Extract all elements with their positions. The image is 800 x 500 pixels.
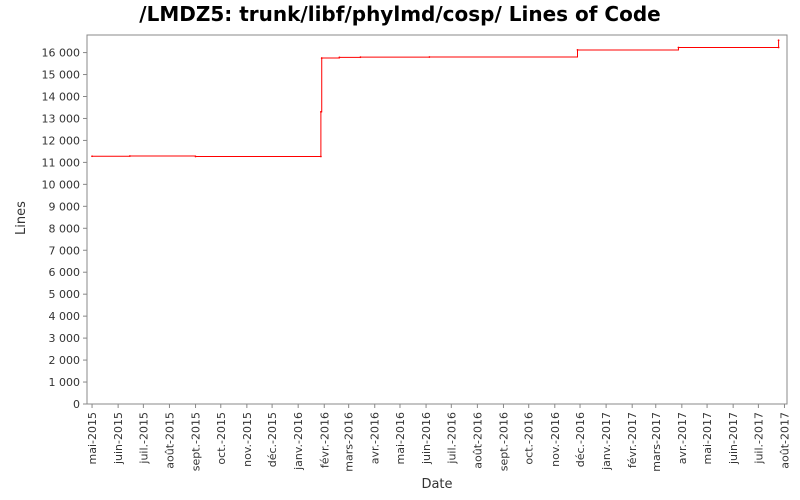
series-layer (91, 39, 780, 158)
data-point (576, 49, 579, 51)
data-point (677, 46, 680, 49)
y-tick-label: 8 000 (49, 222, 81, 235)
y-tick-label: 11 000 (42, 156, 81, 169)
y-tick-label: 3 000 (49, 332, 81, 345)
x-tick-label: août-2017 (778, 412, 791, 469)
x-axis: mai-2015 juin-2015 juil.-2015 août-2015 sept… (86, 404, 791, 472)
data-point (777, 39, 780, 42)
x-tick-label: avr.-2017 (676, 412, 689, 464)
x-tick-label: juil.-2016 (445, 412, 458, 465)
x-tick-label: déc.-2016 (574, 412, 587, 467)
data-point (359, 56, 362, 59)
x-tick-label: avr.-2016 (369, 412, 382, 464)
data-point (91, 155, 93, 158)
data-point (320, 57, 323, 59)
x-tick-label: juin-2017 (727, 412, 740, 465)
y-tick-label: 13 000 (42, 112, 81, 125)
x-tick-label: juin-2016 (420, 412, 433, 465)
data-point (338, 56, 341, 59)
x-tick-label: déc.-2015 (266, 412, 279, 467)
x-tick-label: août-2016 (471, 412, 484, 469)
x-tick-label: nov.-2015 (241, 412, 254, 467)
data-point (319, 110, 322, 113)
y-tick-label: 16 000 (42, 47, 81, 60)
x-tick-label: juil.-2015 (137, 412, 150, 465)
x-tick-label: mars-2017 (650, 412, 663, 472)
x-tick-label: nov.-2016 (549, 412, 562, 467)
x-tick-label: oct.-2016 (523, 412, 536, 465)
y-tick-label: 14 000 (42, 91, 81, 104)
x-tick-label: juil.-2017 (752, 412, 765, 465)
data-point (194, 155, 197, 158)
plot-area (86, 34, 788, 405)
x-tick-label: févr.-2016 (318, 412, 331, 468)
x-tick-label: août-2015 (163, 412, 176, 469)
x-tick-label: mai-2016 (394, 412, 407, 464)
y-tick-label: 7 000 (49, 244, 81, 257)
x-tick-label: mai-2017 (701, 412, 714, 464)
y-tick-label: 9 000 (49, 200, 81, 213)
y-tick-label: 4 000 (49, 310, 81, 323)
x-tick-label: janv.-2017 (600, 412, 613, 471)
y-tick-label: 6 000 (49, 266, 81, 279)
y-tick-label: 15 000 (42, 69, 81, 82)
x-tick-label: mai-2015 (86, 412, 99, 464)
y-tick-label: 12 000 (42, 134, 81, 147)
y-tick-label: 10 000 (42, 178, 81, 191)
chart-title: /LMDZ5: trunk/libf/phylmd/cosp/ Lines of… (139, 2, 661, 26)
y-axis-title: Lines (14, 201, 29, 235)
data-point (129, 155, 131, 157)
x-tick-label: sept.-2016 (497, 412, 510, 471)
x-tick-label: févr.-2017 (626, 412, 639, 468)
x-tick-label: juin-2015 (112, 412, 125, 465)
data-point (319, 155, 322, 158)
x-tick-label: sept.-2015 (190, 412, 203, 471)
y-tick-label: 2 000 (49, 354, 81, 367)
y-tick-label: 1 000 (49, 376, 81, 389)
x-tick-label: mars-2016 (343, 412, 356, 472)
y-tick-label: 0 (73, 398, 80, 411)
data-point (777, 46, 780, 49)
y-tick-label: 5 000 (49, 288, 81, 301)
x-axis-title: Date (421, 477, 452, 492)
y-axis: 0 1 000 2 000 3 000 4 000 5 000 6 000 7 000 8 00… (42, 47, 87, 411)
x-tick-label: janv.-2016 (292, 412, 305, 471)
data-point (428, 56, 431, 58)
x-tick-label: oct.-2015 (215, 412, 228, 465)
